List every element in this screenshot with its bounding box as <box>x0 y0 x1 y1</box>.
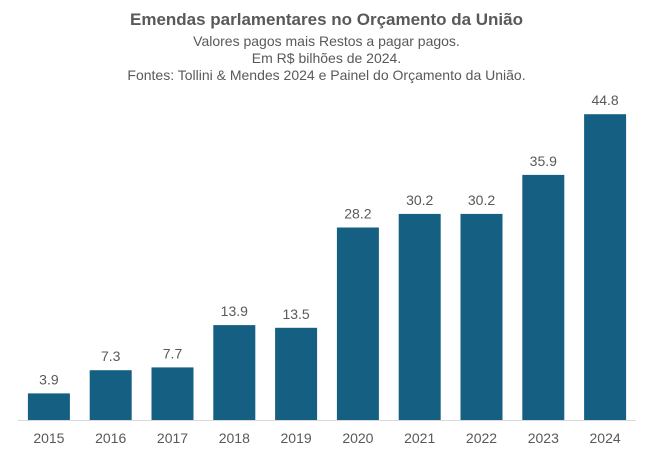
bar-2022 <box>460 213 503 420</box>
chart-subtitle-line-3: Fontes: Tollini & Mendes 2024 e Painel d… <box>127 67 526 83</box>
value-label-2016: 7.3 <box>101 348 121 364</box>
x-tick-label-2021: 2021 <box>404 430 435 446</box>
x-tick-label-2018: 2018 <box>219 430 250 446</box>
x-tick-label-2015: 2015 <box>33 430 64 446</box>
chart-title: Emendas parlamentares no Orçamento da Un… <box>129 10 523 29</box>
chart-subtitle-line-2: Em R$ bilhões de 2024. <box>251 50 402 66</box>
value-label-2022: 30.2 <box>468 192 495 208</box>
value-labels-layer: 3.9 7.3 7.7 13.9 13.5 28.2 30.2 30.2 35.9 44.8 <box>39 92 619 387</box>
bar-2021 <box>398 213 441 420</box>
bars-layer <box>27 114 627 420</box>
bar-2023 <box>522 174 565 420</box>
value-label-2015: 3.9 <box>39 371 59 387</box>
x-tick-label-2016: 2016 <box>95 430 126 446</box>
bar-2016 <box>89 370 132 420</box>
x-tick-label-2017: 2017 <box>157 430 188 446</box>
bar-2017 <box>151 367 194 420</box>
value-label-2017: 7.7 <box>163 345 183 361</box>
bar-2018 <box>213 325 256 420</box>
x-tick-label-2022: 2022 <box>466 430 497 446</box>
x-tick-label-2024: 2024 <box>590 430 621 446</box>
value-label-2019: 13.5 <box>282 306 309 322</box>
value-label-2020: 28.2 <box>344 206 371 222</box>
bar-2024 <box>584 114 627 420</box>
value-label-2023: 35.9 <box>530 153 557 169</box>
value-label-2018: 13.9 <box>221 303 248 319</box>
x-tick-label-2020: 2020 <box>342 430 373 446</box>
x-tick-label-2023: 2023 <box>528 430 559 446</box>
value-label-2021: 30.2 <box>406 192 433 208</box>
chart-subtitle-line-1: Valores pagos mais Restos a pagar pagos. <box>193 33 460 49</box>
x-tick-label-2019: 2019 <box>281 430 312 446</box>
bar-2015 <box>27 393 70 420</box>
bar-2019 <box>275 327 318 420</box>
bar-2020 <box>336 227 379 420</box>
value-label-2024: 44.8 <box>591 92 618 108</box>
x-tick-labels-layer: 2015 2016 2017 2018 2019 2020 2021 2022 2023 2024 <box>33 430 621 446</box>
